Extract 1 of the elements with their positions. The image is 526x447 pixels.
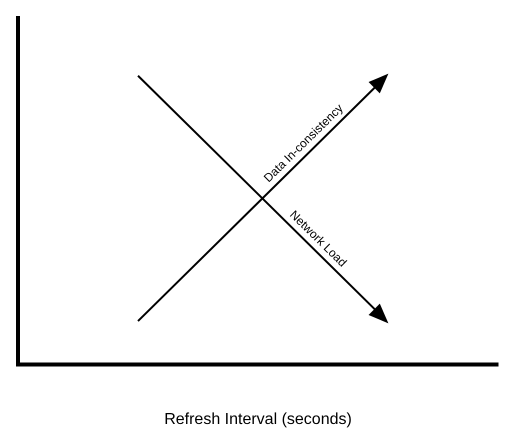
x-axis-title: Refresh Interval (seconds): [164, 410, 352, 428]
